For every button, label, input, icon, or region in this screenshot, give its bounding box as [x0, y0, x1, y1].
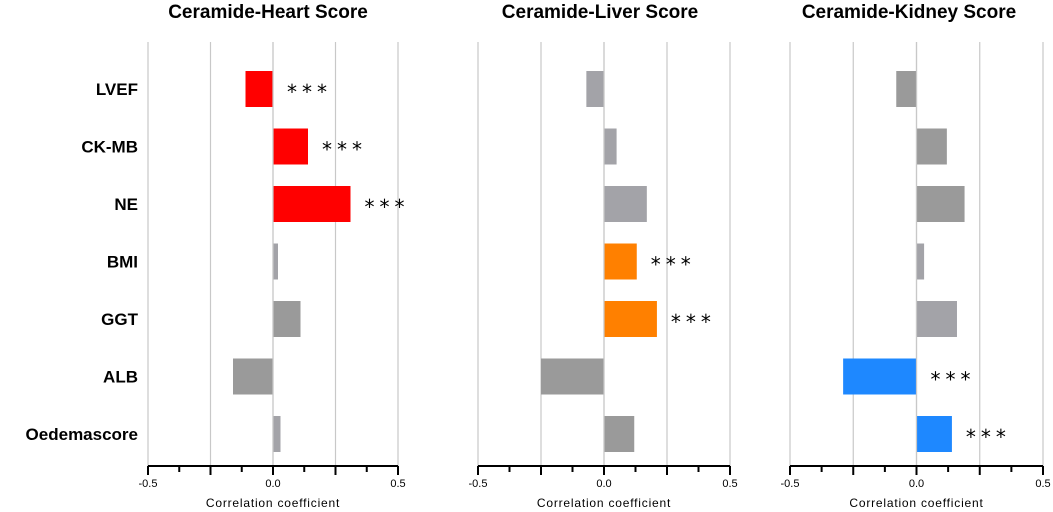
category-label-ck-mb: CK-MB	[81, 138, 138, 157]
panel-2-bar-ck-mb	[604, 128, 617, 165]
panel-1-bar-alb	[233, 358, 273, 395]
panel-1-bar-ne	[273, 186, 351, 222]
panel-2-x-tick-label: 0.0	[596, 478, 611, 490]
panel-1-significance-lvef: ***	[287, 80, 332, 104]
category-label-oedemascore: Oedemascore	[26, 425, 138, 444]
panel-1-x-axis-label: Correlation coefficient	[206, 496, 340, 510]
panel-2-bar-oedemascore	[604, 416, 635, 452]
panel-3-title: Ceramide-Kidney Score	[802, 2, 1016, 23]
panel-3-significance-oedemascore: ***	[966, 425, 1011, 449]
panel-2-x-tick-label: -0.5	[469, 478, 488, 490]
panel-3-x-tick-label: -0.5	[781, 478, 800, 490]
panel-3-bar-ne	[916, 186, 965, 222]
panel-3-significance-alb: ***	[931, 368, 976, 392]
panel-3-x-tick-label: 0.0	[909, 478, 924, 490]
panel-2-significance-bmi: ***	[651, 253, 696, 277]
panel-3-bar-lvef	[896, 71, 917, 107]
panel-2-bar-alb	[541, 358, 604, 395]
panel-2-significance-ggt: ***	[671, 310, 716, 334]
panel-3-bar-ck-mb	[916, 128, 947, 165]
panel-1-bar-ggt	[273, 301, 301, 337]
panel-1-bar-bmi	[273, 243, 278, 280]
panel-2-title: Ceramide-Liver Score	[502, 2, 698, 23]
panel-3-bar-oedemascore	[916, 416, 952, 452]
panel-1-x-tick-label: 0.5	[390, 478, 405, 490]
panel-1-bar-oedemascore	[273, 416, 281, 452]
category-label-alb: ALB	[103, 368, 138, 387]
panel-3-bar-bmi	[916, 243, 925, 280]
panel-1-significance-ck-mb: ***	[322, 138, 367, 162]
panel-1-x-tick-label: -0.5	[139, 478, 158, 490]
panel-2-bar-ne	[604, 186, 647, 222]
panel-2-bar-lvef	[586, 71, 604, 107]
panel-2-bar-bmi	[604, 243, 637, 280]
category-label-ne: NE	[114, 195, 138, 214]
panel-1-bar-ck-mb	[273, 128, 308, 165]
category-label-ggt: GGT	[101, 310, 138, 329]
panel-3-bar-ggt	[916, 301, 957, 337]
category-label-bmi: BMI	[107, 253, 138, 272]
panel-1-bar-lvef	[245, 71, 273, 107]
panel-3-bar-alb	[843, 358, 917, 395]
panel-2-x-axis-label: Correlation coefficient	[537, 496, 671, 510]
category-label-lvef: LVEF	[96, 80, 138, 99]
panel-1-title: Ceramide-Heart Score	[168, 2, 368, 23]
panel-1-significance-ne: ***	[365, 195, 410, 219]
panel-2-x-tick-label: 0.5	[722, 478, 737, 490]
panel-3-x-tick-label: 0.5	[1035, 478, 1050, 490]
panel-3-x-axis-label: Correlation coefficient	[849, 496, 983, 510]
panel-2-bar-ggt	[604, 301, 657, 337]
panel-1-x-tick-label: 0.0	[265, 478, 280, 490]
